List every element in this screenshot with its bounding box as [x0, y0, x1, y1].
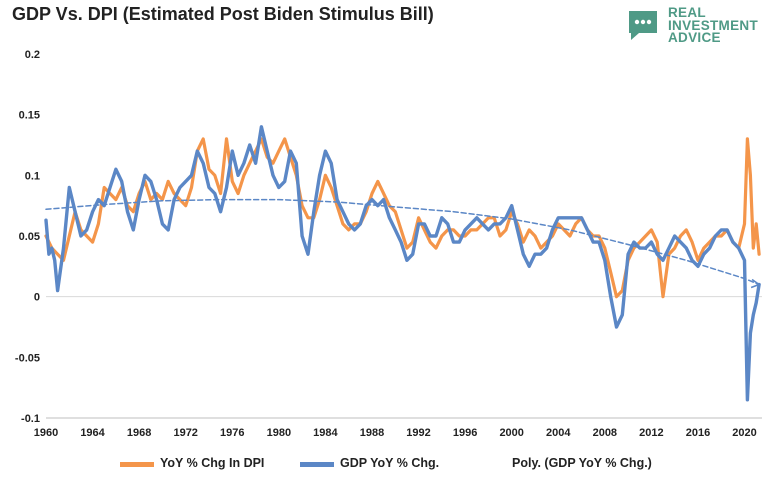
x-tick-label: 1980: [267, 427, 291, 439]
x-tick-label: 1968: [127, 427, 151, 439]
legend-label-poly: Poly. (GDP YoY % Chg.): [512, 456, 652, 470]
logo-line-1: REAL: [668, 5, 706, 20]
chart-legend: YoY % Chg In DPI GDP YoY % Chg. Poly. (G…: [0, 455, 779, 475]
series-line-1: [44, 125, 761, 402]
x-tick-label: 2012: [639, 427, 663, 439]
logo-line-2: INVESTMENT: [668, 17, 759, 33]
x-tick-label: 1972: [173, 427, 197, 439]
x-tick-label: 1960: [34, 427, 58, 439]
series-line-2: [45, 198, 760, 286]
chart-title: GDP Vs. DPI (Estimated Post Biden Stimul…: [12, 4, 434, 24]
chart-series: [44, 125, 761, 402]
x-tick-label: 2000: [499, 427, 523, 439]
logo-line-3: ADVICE: [668, 30, 721, 45]
series-line-0: [44, 137, 761, 299]
chart-ticks: -0.1 -0.05 0 0.05 0.1 0.15 0.2 1960 1964 1968 1972…: [15, 49, 757, 439]
trendline-arrowhead: [750, 278, 761, 289]
x-tick-label: 1964: [80, 427, 105, 439]
x-tick-label: 1976: [220, 427, 244, 439]
y-tick-label: 0: [34, 292, 40, 304]
real-investment-advice-logo: REAL INVESTMENT ADVICE: [625, 5, 775, 47]
logo-wordmark: REAL INVESTMENT ADVICE: [668, 5, 759, 45]
legend-label-gdp: GDP YoY % Chg.: [340, 456, 440, 470]
chart-axes: [46, 296, 762, 419]
legend-label-dpi: YoY % Chg In DPI: [160, 456, 265, 470]
y-tick-label: -0.05: [15, 352, 40, 364]
line-chart: -0.1 -0.05 0 0.05 0.1 0.15 0.2 1960 1964 1968 1972…: [15, 49, 762, 439]
x-tick-label: 2016: [686, 427, 710, 439]
x-tick-label: 1984: [313, 427, 338, 439]
y-tick-label: 0.15: [19, 110, 40, 122]
x-tick-label: 2020: [732, 427, 756, 439]
legend-swatch-gdp: [300, 462, 334, 467]
x-tick-label: 2004: [546, 427, 571, 439]
x-tick-label: 1988: [360, 427, 384, 439]
y-tick-label: 0.05: [19, 231, 40, 243]
x-tick-label: 1992: [406, 427, 430, 439]
legend-swatch-dpi: [120, 462, 154, 467]
y-tick-label: 0.1: [25, 170, 40, 182]
chat-bubble-icon: [629, 11, 657, 40]
y-tick-label: 0.2: [25, 49, 40, 61]
x-tick-label: 1996: [453, 427, 477, 439]
y-tick-label: -0.1: [21, 413, 40, 425]
x-tick-label: 2008: [593, 427, 617, 439]
